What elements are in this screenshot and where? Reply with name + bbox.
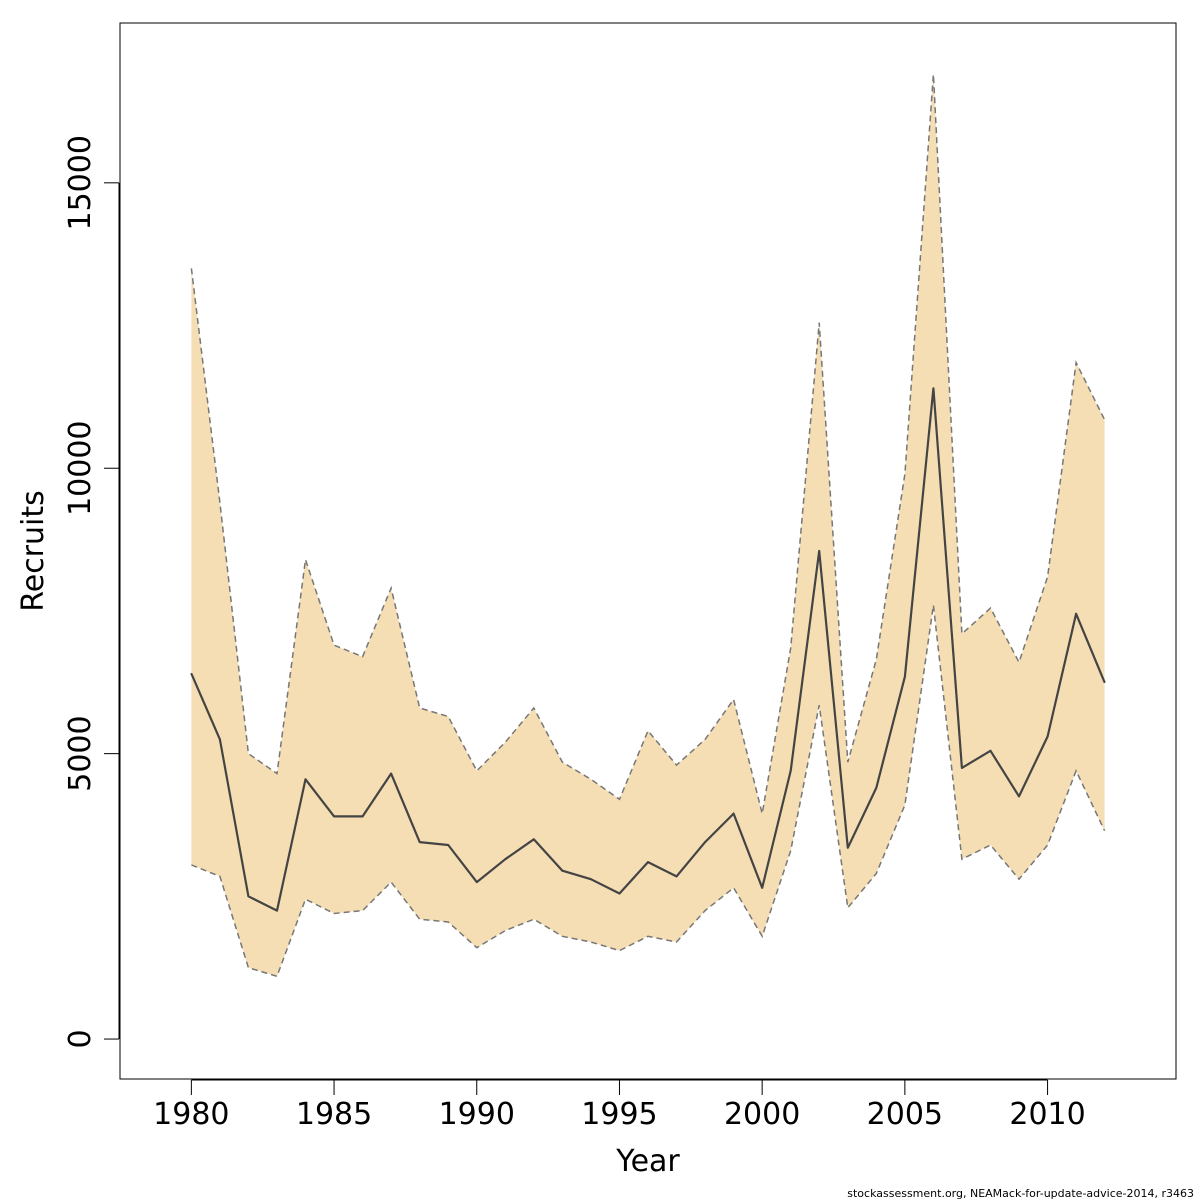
estimate-point-2002 (818, 550, 820, 552)
estimate-point-2012 (1103, 681, 1106, 684)
estimate-point-1986 (361, 815, 364, 818)
x-axis-title: Year (615, 1144, 680, 1179)
estimate-point-1980 (190, 672, 193, 675)
y-tick-label-10000: 10000 (63, 420, 98, 515)
estimate-point-2011 (1075, 613, 1077, 615)
estimate-line (190, 387, 1106, 912)
plot-frame (119, 22, 1177, 1080)
y-axis: 0 5000 10000 15000 (63, 135, 120, 1049)
x-tick-label-2000: 2000 (724, 1097, 800, 1132)
lower-bound-line (191, 605, 1106, 978)
y-tick-label-0: 0 (63, 1029, 98, 1048)
estimate-point-2005 (904, 675, 906, 678)
estimate-point-2001 (789, 770, 792, 772)
estimate-point-1989 (447, 844, 450, 846)
estimate-point-2010 (1046, 735, 1049, 738)
estimate-point-1985 (333, 815, 335, 818)
estimate-point-1998 (704, 841, 706, 843)
estimate-point-2004 (875, 787, 878, 789)
estimate-point-1983 (276, 909, 278, 912)
estimate-point-2006 (932, 387, 935, 390)
estimate-point-1988 (418, 841, 421, 843)
x-tick-label-2010: 2010 (1009, 1097, 1085, 1132)
estimate-point-1982 (247, 895, 250, 898)
estimate-point-2008 (989, 750, 992, 752)
estimate-point-1984 (304, 778, 307, 781)
x-tick-label-1980: 1980 (153, 1097, 229, 1132)
estimate-point-1990 (476, 881, 478, 883)
x-tick-label-1995: 1995 (581, 1097, 657, 1132)
upper-bound-line (190, 74, 1106, 814)
y-tick-label-15000: 15000 (63, 135, 98, 230)
estimate-point-2003 (847, 847, 849, 849)
estimate-point-1992 (533, 838, 535, 841)
estimate-point-1981 (219, 738, 221, 741)
x-tick-label-1985: 1985 (296, 1097, 372, 1132)
estimate-point-1996 (647, 861, 649, 863)
estimate-point-1997 (675, 875, 678, 878)
x-tick-label-1990: 1990 (439, 1097, 515, 1132)
estimate-point-1993 (561, 869, 564, 872)
estimate-point-2000 (761, 887, 763, 889)
x-tick-label-2005: 2005 (867, 1097, 943, 1132)
caption: stockassessment.org, NEAMack-for-update-… (847, 1187, 1194, 1200)
y-axis-title: Recruits (16, 490, 51, 612)
estimate-point-2007 (961, 767, 963, 769)
estimate-point-1994 (590, 878, 592, 880)
y-tick-label-5000: 5000 (63, 715, 98, 791)
estimate-point-1995 (618, 892, 621, 895)
estimate-point-2009 (1018, 795, 1020, 798)
confidence-band (191, 74, 1105, 977)
estimate-point-1991 (504, 858, 507, 860)
confidence-band-area (191, 74, 1105, 977)
estimate-point-1999 (732, 812, 735, 815)
estimate-point-1987 (390, 772, 392, 775)
confidence-bounds (190, 74, 1106, 978)
x-axis: 1980 1985 1990 1995 2000 2005 2010 (153, 1079, 1086, 1132)
